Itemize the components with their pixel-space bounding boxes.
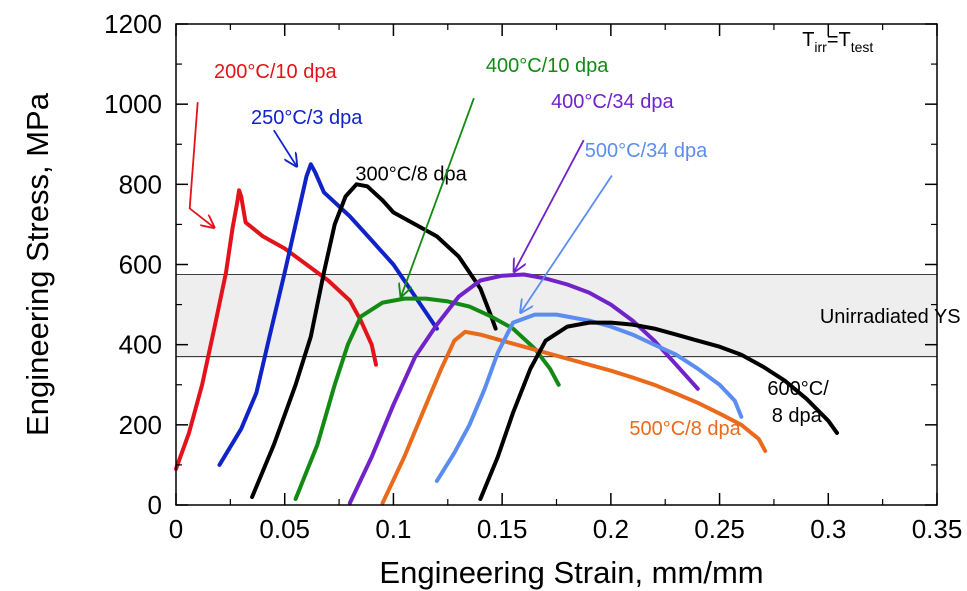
annotation-arrow-5 xyxy=(514,139,585,272)
annotation-label-2: 250°C/3 dpa xyxy=(251,107,363,129)
band-label: Unirradiated YS xyxy=(820,306,961,328)
series-line-8 xyxy=(478,320,839,501)
x-tick-label-6: 0.3 xyxy=(810,514,846,544)
annotation-arrow-6 xyxy=(521,175,613,313)
annotation-label-6: 500°C/34 dpa xyxy=(585,140,708,162)
y-axis-title: Engineering Stress, MPa xyxy=(20,92,55,436)
series-line-2 xyxy=(217,162,439,467)
annotation-label-8: 600°C/ xyxy=(767,378,829,400)
x-tick-label-3: 0.15 xyxy=(477,514,528,544)
y-tick-label-2: 400 xyxy=(119,330,162,360)
condition-note-eq: =T xyxy=(827,29,851,51)
x-tick-label-1: 0.05 xyxy=(259,514,310,544)
x-axis-title: Engineering Strain, mm/mm xyxy=(379,555,763,590)
x-tick-label-4: 0.2 xyxy=(593,514,629,544)
y-tick-label-1: 200 xyxy=(119,410,162,440)
y-tick-label-0: 0 xyxy=(148,490,162,520)
y-tick-label-4: 800 xyxy=(119,169,162,199)
annotation-label-4: 400°C/10 dpa xyxy=(486,55,609,77)
series-line-4 xyxy=(293,296,561,501)
series-line-1 xyxy=(174,188,378,471)
series-layer xyxy=(174,162,839,505)
tick-layer: 0 0.05 0.1 0.15 0.2 0.25 0.3 0.35 0 200 400 600 800 1… xyxy=(104,9,962,544)
y-tick-label-3: 600 xyxy=(119,250,162,280)
condition-note-sub1: irr xyxy=(814,39,827,55)
annotation-label-1: 200°C/10 dpa xyxy=(214,61,337,83)
series-line-6 xyxy=(380,329,768,505)
annotation-label-7: 500°C/8 dpa xyxy=(629,418,741,440)
x-tick-label-5: 0.25 xyxy=(694,514,745,544)
annotation-arrow-2 xyxy=(273,129,297,166)
condition-note-sub2: test xyxy=(851,39,874,55)
x-tick-label-7: 0.35 xyxy=(912,514,963,544)
series-line-3 xyxy=(250,182,498,499)
x-tick-label-2: 0.1 xyxy=(375,514,411,544)
annotation-arrow-4 xyxy=(401,97,475,296)
condition-note-base: T xyxy=(802,29,814,51)
y-tick-label-5: 1000 xyxy=(104,89,162,119)
annotation-label-5: 400°C/34 dpa xyxy=(551,91,674,113)
y-tick-label-6: 1200 xyxy=(104,9,162,39)
annotation-label-9: 8 dpa xyxy=(772,405,823,427)
annotation-arrow-1 xyxy=(188,102,214,227)
annotation-label-3: 300°C/8 dpa xyxy=(355,163,467,185)
condition-note: Tirr=Ttest xyxy=(802,29,873,55)
x-tick-label-0: 0 xyxy=(169,514,183,544)
annotation-layer: 200°C/10 dpa 250°C/3 dpa 300°C/8 dpa 400°C/… xyxy=(188,55,829,440)
